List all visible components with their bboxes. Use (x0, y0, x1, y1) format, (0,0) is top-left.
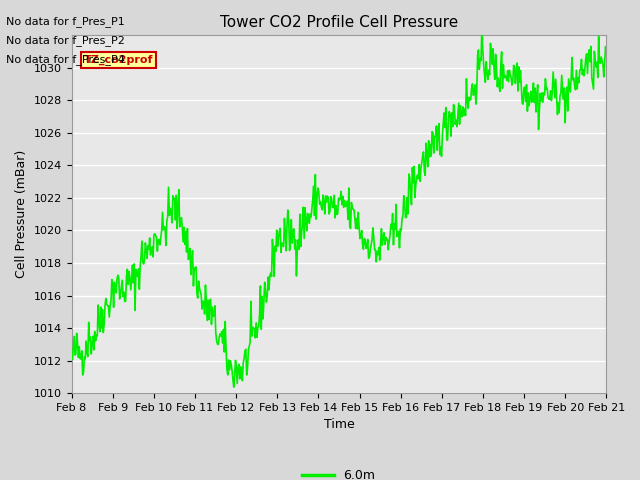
X-axis label: Time: Time (324, 419, 355, 432)
Title: Tower CO2 Profile Cell Pressure: Tower CO2 Profile Cell Pressure (220, 15, 458, 30)
Text: No data for f_Pres_P2: No data for f_Pres_P2 (6, 35, 125, 46)
Text: No data for f_Pres_P1: No data for f_Pres_P1 (6, 16, 125, 27)
Text: TZ_co2prof: TZ_co2prof (84, 55, 154, 65)
Text: No data for f_Pres_P4: No data for f_Pres_P4 (6, 54, 125, 65)
Y-axis label: Cell Pressure (mBar): Cell Pressure (mBar) (15, 150, 28, 278)
Legend: 6.0m: 6.0m (298, 464, 381, 480)
